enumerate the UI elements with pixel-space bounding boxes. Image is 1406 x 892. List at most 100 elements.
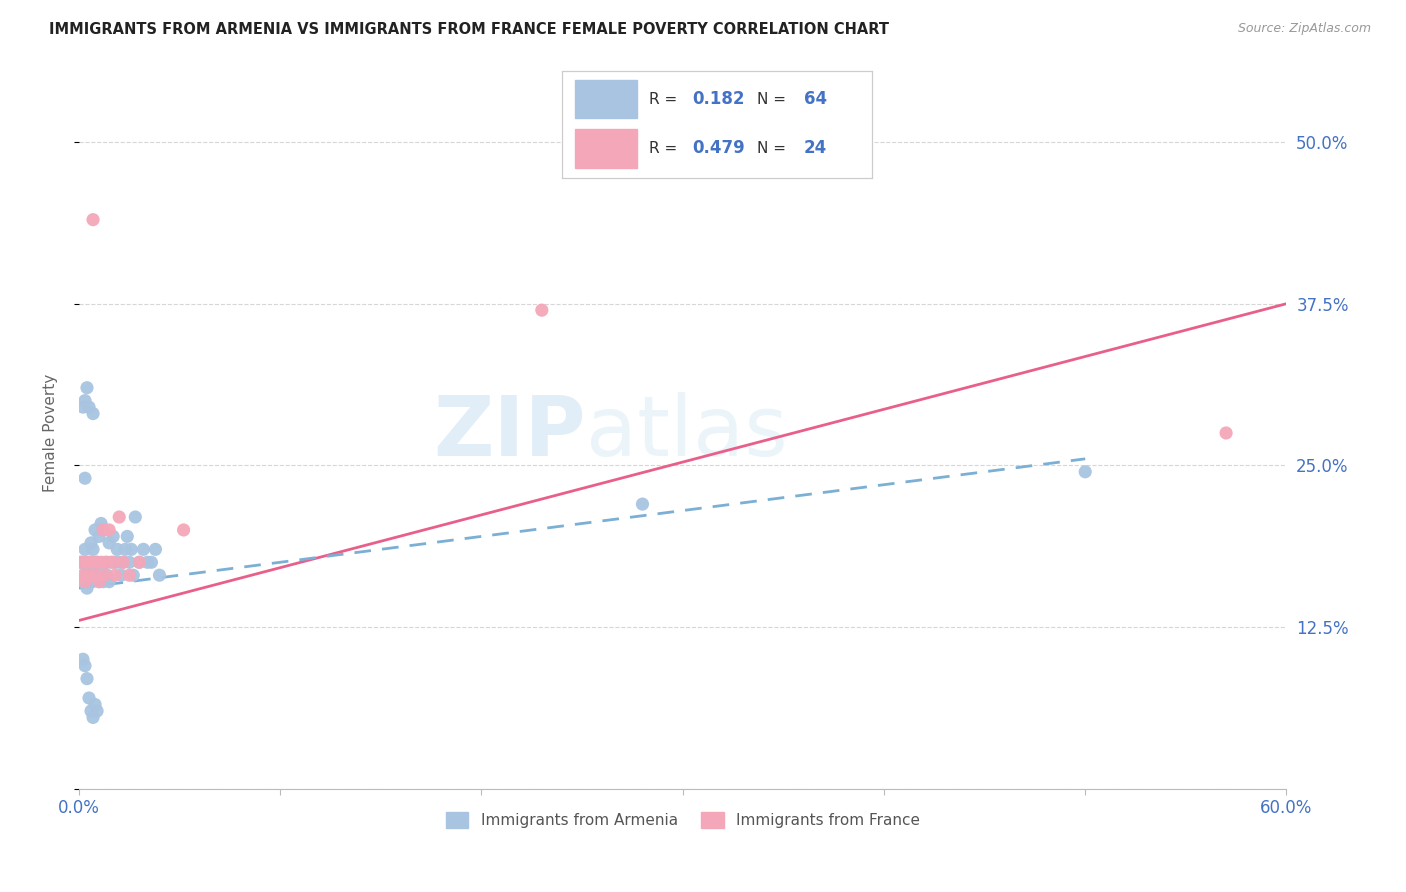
Point xyxy=(120,542,142,557)
Point xyxy=(173,523,195,537)
Point xyxy=(76,381,98,395)
Point xyxy=(73,658,96,673)
Point xyxy=(117,529,139,543)
Point xyxy=(118,568,141,582)
Point xyxy=(76,672,98,686)
Text: ZIP: ZIP xyxy=(433,392,586,474)
Point xyxy=(77,400,100,414)
Point xyxy=(101,555,124,569)
Point xyxy=(100,555,122,569)
Point xyxy=(90,516,112,531)
Point xyxy=(82,710,104,724)
Point xyxy=(136,555,159,569)
Point xyxy=(77,568,100,582)
Point xyxy=(90,555,112,569)
Text: 64: 64 xyxy=(804,90,827,108)
Point xyxy=(122,568,145,582)
Point xyxy=(104,555,127,569)
Point xyxy=(80,704,103,718)
Point xyxy=(98,536,121,550)
Point xyxy=(73,393,96,408)
Point xyxy=(110,568,132,582)
Point xyxy=(104,568,127,582)
Text: Source: ZipAtlas.com: Source: ZipAtlas.com xyxy=(1237,22,1371,36)
Text: R =: R = xyxy=(650,92,682,107)
Point xyxy=(141,555,163,569)
Point xyxy=(91,574,114,589)
Point xyxy=(132,542,155,557)
Text: IMMIGRANTS FROM ARMENIA VS IMMIGRANTS FROM FRANCE FEMALE POVERTY CORRELATION CHA: IMMIGRANTS FROM ARMENIA VS IMMIGRANTS FR… xyxy=(49,22,889,37)
Point xyxy=(128,555,150,569)
Point xyxy=(1215,425,1237,440)
Point xyxy=(128,555,150,569)
Point xyxy=(96,568,118,582)
Point xyxy=(80,555,103,569)
Point xyxy=(112,555,135,569)
Point xyxy=(73,471,96,485)
Point xyxy=(87,574,110,589)
Point xyxy=(124,510,146,524)
Point xyxy=(84,555,107,569)
Point xyxy=(91,523,114,537)
Point xyxy=(98,523,121,537)
Point xyxy=(82,212,104,227)
Point xyxy=(77,555,100,569)
Point xyxy=(145,542,167,557)
Point xyxy=(118,555,141,569)
Bar xyxy=(575,80,637,119)
Point xyxy=(91,523,114,537)
Text: N =: N = xyxy=(758,141,792,156)
Point xyxy=(76,555,98,569)
Point xyxy=(87,574,110,589)
Text: R =: R = xyxy=(650,141,682,156)
Point xyxy=(76,562,98,576)
Point xyxy=(80,555,103,569)
Point xyxy=(76,581,98,595)
Text: atlas: atlas xyxy=(586,392,787,474)
Point xyxy=(86,555,108,569)
Bar xyxy=(575,129,637,168)
Point xyxy=(114,542,136,557)
Point xyxy=(80,536,103,550)
Point xyxy=(94,555,117,569)
Point xyxy=(631,497,654,511)
Point xyxy=(72,555,94,569)
Point xyxy=(72,400,94,414)
Point xyxy=(82,562,104,576)
Point xyxy=(72,568,94,582)
Y-axis label: Female Poverty: Female Poverty xyxy=(44,374,58,492)
Point xyxy=(84,523,107,537)
Point xyxy=(73,555,96,569)
Point xyxy=(70,555,93,569)
Point xyxy=(108,555,131,569)
Point xyxy=(112,555,135,569)
Text: 0.182: 0.182 xyxy=(692,90,745,108)
Point xyxy=(73,568,96,582)
Point xyxy=(98,574,121,589)
Text: 24: 24 xyxy=(804,139,827,157)
Point xyxy=(72,574,94,589)
Point xyxy=(530,303,553,318)
Point xyxy=(82,407,104,421)
Point xyxy=(87,529,110,543)
Point xyxy=(108,510,131,524)
Point xyxy=(86,568,108,582)
Point xyxy=(148,568,170,582)
Text: N =: N = xyxy=(758,92,792,107)
Legend: Immigrants from Armenia, Immigrants from France: Immigrants from Armenia, Immigrants from… xyxy=(440,806,927,834)
Point xyxy=(101,529,124,543)
Point xyxy=(1074,465,1097,479)
Point xyxy=(72,652,94,666)
Point xyxy=(105,542,128,557)
Point xyxy=(73,574,96,589)
Point xyxy=(86,704,108,718)
Point xyxy=(70,555,93,569)
Point xyxy=(86,555,108,569)
Text: 0.479: 0.479 xyxy=(692,139,745,157)
Point xyxy=(90,562,112,576)
Point xyxy=(77,568,100,582)
Point xyxy=(82,542,104,557)
Point xyxy=(80,574,103,589)
Point xyxy=(96,555,118,569)
Point xyxy=(84,568,107,582)
